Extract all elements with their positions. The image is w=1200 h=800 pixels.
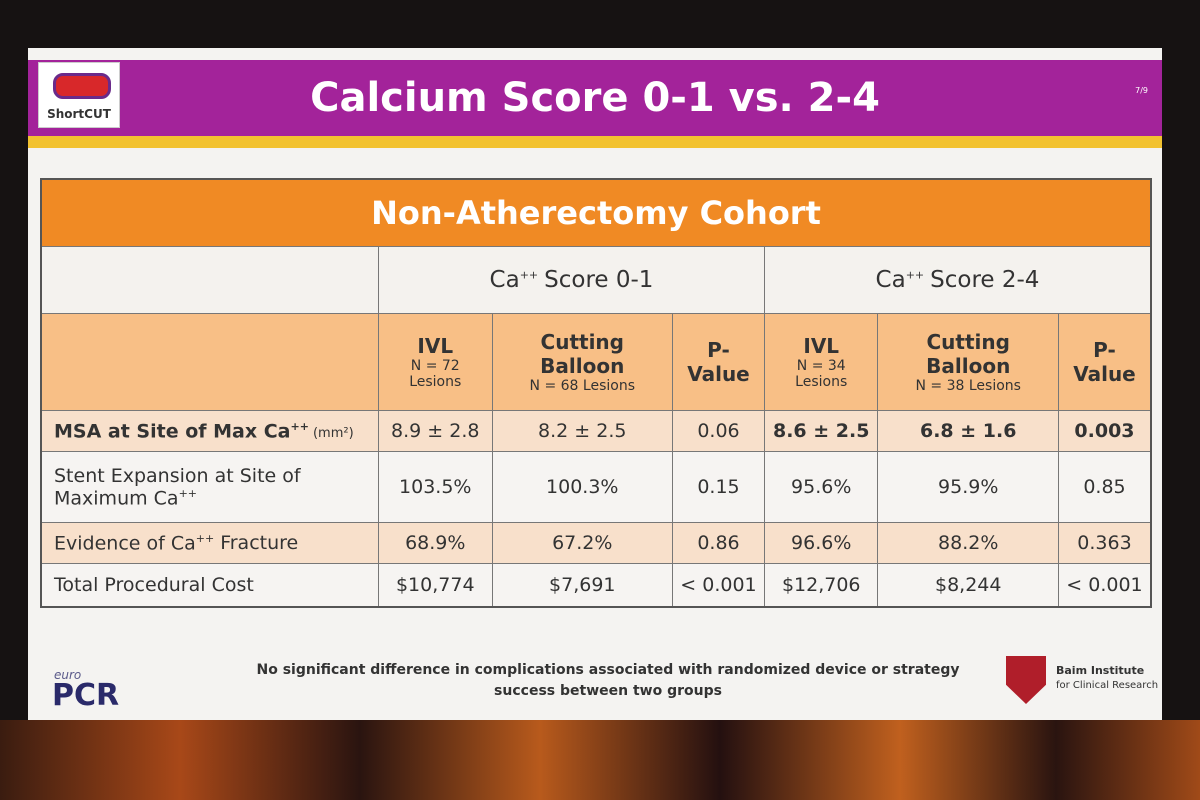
data-row: Total Procedural Cost $10,774 $7,691 < 0.00… (40, 563, 1152, 608)
column-n: N = 68 Lesions (529, 378, 635, 394)
title-row: Non-Atherectomy Cohort (40, 178, 1152, 247)
cell: 0.06 (672, 410, 765, 452)
page-number: 7/9 (1135, 86, 1148, 95)
slide: ShortCUT Calcium Score 0-1 vs. 2-4 7/9 N… (28, 48, 1162, 720)
label-text: Score 2-4 (930, 267, 1040, 293)
institute-sub: for Clinical Research (1056, 680, 1159, 691)
superscript: ++ (290, 419, 309, 433)
superscript: ++ (519, 268, 539, 282)
column-n: N = 38 Lesions (915, 378, 1021, 394)
cell: $8,244 (877, 563, 1059, 608)
cell: 103.5% (378, 451, 493, 523)
column-header: Cutting Balloon N = 38 Lesions (877, 313, 1059, 411)
superscript: ++ (905, 268, 925, 282)
cell: 8.6 ± 2.5 (763, 410, 879, 452)
column-header: Cutting Balloon N = 68 Lesions (491, 313, 674, 411)
column-name: Cutting Balloon (926, 330, 1011, 378)
logo-small: euro (54, 668, 82, 682)
logo: ShortCUT (38, 62, 120, 128)
cell: $10,774 (378, 563, 493, 608)
cell: 8.9 ± 2.8 (378, 410, 493, 452)
column-header: IVL N = 72 Lesions (378, 313, 493, 411)
logo-big: PCR (52, 678, 120, 713)
row-label: MSA at Site of Max Ca++ (mm²) (40, 410, 379, 452)
column-name: IVL (417, 334, 454, 358)
cell: 95.9% (877, 451, 1059, 523)
row-label: Evidence of Ca++ Fracture (40, 522, 379, 564)
cell: 6.8 ± 1.6 (877, 410, 1059, 452)
cell: 96.6% (763, 522, 879, 564)
column-n: N = 72 Lesions (409, 358, 462, 390)
row-label: Stent Expansion at Site of Maximum Ca++ (40, 451, 379, 523)
label-text: Ca (489, 267, 520, 293)
slide-title: Calcium Score 0-1 vs. 2-4 (310, 75, 880, 121)
unit: (mm²) (312, 426, 354, 442)
data-row: Stent Expansion at Site of Maximum Ca++ 1… (40, 451, 1152, 523)
column-header: IVL N = 34 Lesions (763, 313, 879, 411)
column-name: IVL (803, 334, 840, 358)
column-name: P-Value (1073, 338, 1136, 386)
column-header: P-Value (672, 313, 765, 411)
institute-name: Baim Institute (1056, 664, 1145, 677)
label-text: Evidence of Ca (54, 532, 196, 555)
header-stripe (28, 136, 1162, 148)
label-text: MSA at Site of Max Ca (54, 420, 291, 443)
data-row: MSA at Site of Max Ca++ (mm²) 8.9 ± 2.8 8.2… (40, 410, 1152, 452)
header-bar (28, 60, 1162, 136)
cell: 95.6% (763, 451, 879, 523)
empty-cell (40, 246, 379, 314)
cell: 67.2% (491, 522, 674, 564)
cell: $7,691 (491, 563, 674, 608)
cell: 68.9% (378, 522, 493, 564)
cell: $12,706 (763, 563, 879, 608)
group-header: Ca++ Score 2-4 (763, 246, 1152, 314)
cell: 0.15 (672, 451, 765, 523)
cell: 8.2 ± 2.5 (491, 410, 674, 452)
stage-background (0, 720, 1200, 800)
cell: < 0.001 (1057, 563, 1152, 608)
superscript: ++ (195, 531, 215, 545)
label-text: Fracture (220, 532, 299, 555)
data-row: Evidence of Ca++ Fracture 68.9% 67.2% 0.86 96… (40, 522, 1152, 564)
cell: 0.85 (1057, 451, 1152, 523)
superscript: ++ (178, 486, 198, 500)
column-header: P-Value (1057, 313, 1152, 411)
results-table: Non-Atherectomy Cohort Ca++ Score 0-1 Ca++ S… (40, 178, 1152, 608)
group-header: Ca++ Score 0-1 (378, 246, 765, 314)
group-row: Ca++ Score 0-1 Ca++ Score 2-4 (40, 246, 1152, 314)
column-name: P-Value (687, 338, 750, 386)
cell: 0.363 (1057, 522, 1152, 564)
cell: < 0.001 (672, 563, 765, 608)
label-text: Ca (875, 267, 906, 293)
footnote: No significant difference in complicatio… (256, 662, 960, 699)
shield-icon (1006, 656, 1046, 704)
cell: 88.2% (877, 522, 1059, 564)
empty-cell (40, 313, 379, 411)
row-label: Total Procedural Cost (40, 563, 379, 608)
cell: 0.003 (1057, 410, 1152, 452)
column-name: Cutting Balloon (540, 330, 625, 378)
label-text: Score 0-1 (544, 267, 654, 293)
label-text: Total Procedural Cost (54, 574, 254, 596)
label-text: Stent Expansion at Site of Maximum Ca (54, 464, 301, 510)
cell: 0.86 (672, 522, 765, 564)
column-row: IVL N = 72 Lesions Cutting Balloon N = 68 L… (40, 313, 1152, 411)
cell: 100.3% (491, 451, 674, 523)
column-n: N = 34 Lesions (795, 358, 848, 390)
table-title: Non-Atherectomy Cohort (40, 178, 1152, 247)
